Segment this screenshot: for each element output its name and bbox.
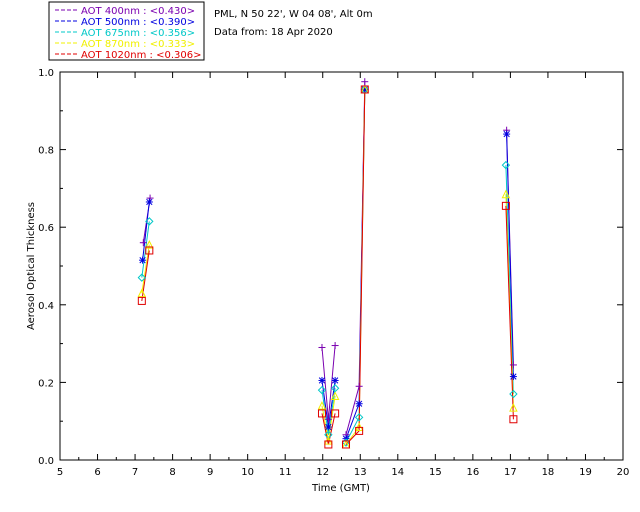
series-line-4 <box>505 205 514 420</box>
data-point-4 <box>509 415 518 424</box>
series-lines <box>141 81 514 445</box>
data-point-1 <box>139 256 147 264</box>
data-point-3 <box>137 288 147 298</box>
legend-entry: AOT 675nm : <0.356> <box>81 28 195 39</box>
station-info: PML, N 50 22', W 04 08', Alt 0m <box>214 9 373 20</box>
y-tick-label: 0.4 <box>38 301 54 312</box>
data-point-1 <box>509 373 517 381</box>
y-tick-label: 0.2 <box>38 378 54 389</box>
y-tick-label: 1.0 <box>38 68 54 79</box>
data-point-2 <box>145 217 154 226</box>
x-tick-label: 15 <box>429 467 442 478</box>
series-line-1 <box>142 201 150 261</box>
series-line-2 <box>505 165 514 395</box>
legend-entry: AOT 1020nm : <0.306> <box>81 50 201 61</box>
data-point-4 <box>355 426 364 435</box>
x-tick-label: 13 <box>354 467 367 478</box>
data-point-2 <box>509 389 518 399</box>
x-tick-label: 6 <box>94 467 100 478</box>
data-point-2 <box>137 273 147 282</box>
data-point-2 <box>317 385 327 395</box>
x-tick-label: 9 <box>207 467 213 478</box>
axis-ticks: 5 6 7 8 9 10 11 12 13 14 15 16 17 18 19 20 0.0 0.2 0.4 0.6 0… <box>38 68 629 478</box>
x-tick-label: 5 <box>57 467 63 478</box>
series-markers <box>137 78 518 449</box>
x-tick-label: 11 <box>279 467 292 478</box>
legend-entry: AOT 500nm : <0.390> <box>81 17 195 28</box>
data-point-0 <box>318 343 326 351</box>
data-point-2 <box>324 430 333 439</box>
data-point-0 <box>509 361 517 369</box>
x-tick-label: 8 <box>169 467 175 478</box>
data-point-4 <box>145 246 154 255</box>
y-tick-label: 0.8 <box>38 146 54 157</box>
legend-entry: AOT 400nm : <0.430> <box>81 6 195 17</box>
data-point-2 <box>501 160 511 170</box>
data-point-1 <box>355 400 363 408</box>
legend: AOT 400nm : <0.430>AOT 500nm : <0.390>AO… <box>48 1 205 61</box>
data-point-1 <box>331 376 339 384</box>
x-tick-label: 12 <box>316 467 329 478</box>
data-point-0 <box>146 194 154 202</box>
x-tick-label: 14 <box>391 467 404 478</box>
x-tick-label: 19 <box>579 467 592 478</box>
data-point-4 <box>317 409 326 418</box>
y-tick-label: 0.6 <box>38 223 54 234</box>
x-tick-label: 20 <box>617 467 630 478</box>
data-point-3 <box>145 240 154 249</box>
legend-box <box>48 1 205 61</box>
data-point-4 <box>331 409 340 418</box>
data-point-3 <box>509 403 518 412</box>
data-point-0 <box>324 415 332 423</box>
x-tick-label: 16 <box>466 467 479 478</box>
data-point-4 <box>137 296 146 305</box>
data-point-3 <box>330 391 340 400</box>
data-point-1 <box>145 198 153 206</box>
data-point-2 <box>354 413 364 422</box>
series-line-1 <box>506 134 514 377</box>
data-point-1 <box>318 376 326 384</box>
data-point-3 <box>317 401 327 410</box>
data-point-1 <box>503 130 511 138</box>
data-point-0 <box>361 78 369 86</box>
x-tick-label: 18 <box>542 467 555 478</box>
data-point-0 <box>355 382 363 390</box>
data-point-4 <box>342 440 351 449</box>
x-tick-label: 7 <box>132 467 138 478</box>
plot-area <box>59 71 624 461</box>
y-tick-label: 0.0 <box>38 456 54 467</box>
data-point-4 <box>360 85 369 94</box>
series-line-2 <box>321 388 336 435</box>
legend-entry: AOT 870nm : <0.333> <box>81 39 195 50</box>
data-point-0 <box>139 239 147 247</box>
y-axis-label: Aerosol Optical Thickness <box>26 202 37 330</box>
series-line-4 <box>345 89 366 445</box>
x-tick-label: 17 <box>504 467 517 478</box>
series-line-3 <box>141 244 150 294</box>
data-point-0 <box>331 342 339 350</box>
x-axis-label: Time (GMT) <box>311 483 370 494</box>
x-tick-label: 10 <box>241 467 254 478</box>
data-point-1 <box>324 423 332 431</box>
data-point-4 <box>501 201 510 210</box>
data-point-3 <box>501 189 511 199</box>
data-date: Data from: 18 Apr 2020 <box>214 27 333 38</box>
data-point-4 <box>324 440 333 449</box>
